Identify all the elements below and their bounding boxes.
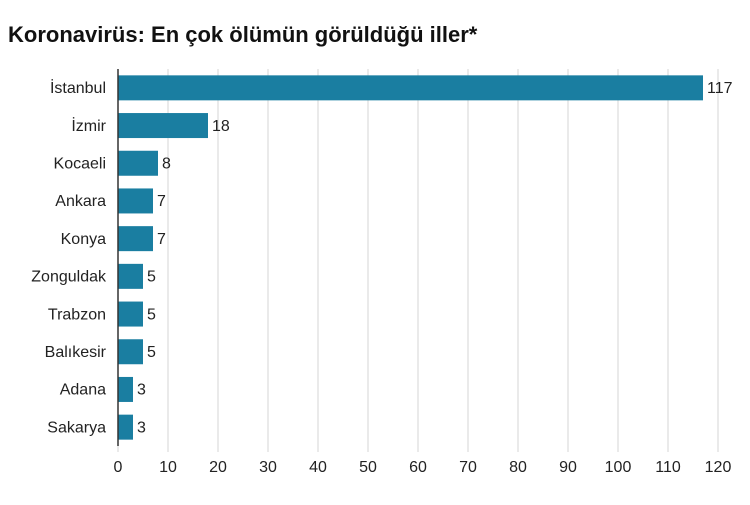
- y-tick-label: Sakarya: [47, 419, 106, 436]
- bar: [118, 339, 143, 365]
- x-tick-label: 10: [159, 459, 177, 476]
- x-tick-label: 60: [409, 459, 427, 476]
- x-tick-label: 90: [559, 459, 577, 476]
- data-label: 3: [137, 382, 146, 399]
- data-label: 5: [147, 269, 156, 286]
- data-label: 3: [137, 419, 146, 436]
- y-tick-label: Trabzon: [48, 306, 106, 323]
- data-label: 5: [147, 344, 156, 361]
- data-label: 8: [162, 155, 171, 172]
- x-tick-label: 50: [359, 459, 377, 476]
- data-label: 18: [212, 118, 230, 135]
- bar: [118, 150, 158, 176]
- y-tick-label: Adana: [60, 382, 106, 399]
- y-tick-label: İzmir: [71, 116, 106, 135]
- x-tick-label: 120: [705, 459, 732, 476]
- chart-title: Koronavirüs: En çok ölümün görüldüğü ill…: [8, 22, 478, 47]
- x-tick-label: 30: [259, 459, 277, 476]
- bar: [118, 226, 153, 252]
- bar: [118, 414, 133, 440]
- x-tick-label: 110: [655, 459, 681, 476]
- bar: [118, 301, 143, 327]
- y-tick-label: Zonguldak: [31, 269, 107, 286]
- y-tick-label: İstanbul: [50, 78, 106, 97]
- y-tick-label: Kocaeli: [54, 155, 106, 172]
- x-tick-label: 100: [605, 459, 632, 476]
- y-tick-label: Balıkesir: [45, 344, 107, 361]
- x-tick-label: 20: [209, 459, 227, 476]
- bar: [118, 188, 153, 214]
- x-tick-label: 0: [114, 459, 123, 476]
- y-tick-label: Konya: [61, 231, 106, 248]
- x-tick-label: 40: [309, 459, 327, 476]
- data-label: 117: [707, 80, 733, 97]
- data-label: 7: [157, 231, 166, 248]
- y-tick-label: Ankara: [55, 193, 106, 210]
- x-tick-label: 70: [459, 459, 477, 476]
- bar: [118, 75, 703, 101]
- data-label: 7: [157, 193, 166, 210]
- bar: [118, 113, 208, 139]
- x-tick-label: 80: [509, 459, 527, 476]
- bar: [118, 263, 143, 289]
- bar: [118, 376, 133, 402]
- data-label: 5: [147, 306, 156, 323]
